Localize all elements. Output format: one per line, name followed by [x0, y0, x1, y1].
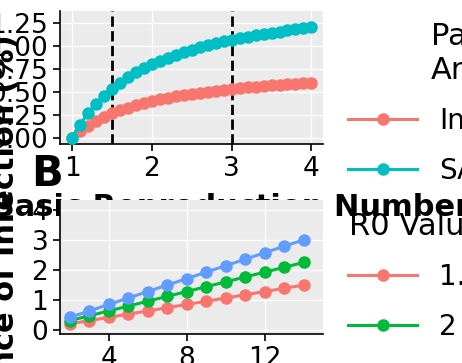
2: [145, 299, 151, 303]
2: [282, 265, 287, 269]
3: [262, 250, 267, 255]
X-axis label: R0 - Basic Reproduction Number: R0 - Basic Reproduction Number: [0, 193, 462, 222]
2: [243, 275, 248, 279]
1.5: [67, 322, 73, 326]
3: [301, 237, 307, 242]
3: [67, 315, 73, 319]
2: [301, 260, 307, 265]
1.5: [106, 315, 112, 319]
1.5: [184, 302, 189, 307]
1.5: [86, 318, 92, 323]
Y-axis label: Prevalence of Infection (%): Prevalence of Infection (%): [0, 34, 20, 363]
1.5: [301, 283, 307, 287]
2: [67, 318, 73, 323]
Text: B: B: [31, 153, 63, 195]
1.5: [164, 306, 170, 310]
3: [106, 302, 112, 307]
2: [204, 285, 209, 289]
1.5: [126, 312, 131, 316]
3: [126, 296, 131, 300]
3: [145, 289, 151, 294]
2: [164, 294, 170, 298]
2: [86, 314, 92, 318]
2: [126, 304, 131, 308]
1.5: [282, 286, 287, 290]
1.5: [145, 309, 151, 313]
3: [223, 264, 229, 268]
3: [282, 244, 287, 248]
1.5: [243, 293, 248, 297]
Legend: 1.5, 2, 3: 1.5, 2, 3: [348, 212, 462, 363]
1.5: [204, 299, 209, 303]
3: [204, 270, 209, 274]
Line: 3: 3: [64, 234, 310, 323]
Line: 1.5: 1.5: [64, 280, 310, 329]
2: [184, 289, 189, 294]
3: [243, 257, 248, 261]
Line: 2: 2: [64, 257, 310, 326]
2: [223, 280, 229, 284]
1.5: [262, 289, 267, 294]
2: [106, 309, 112, 313]
2: [262, 270, 267, 274]
Legend: Influenza-Like, SARS-CoV-2-Like: Influenza-Like, SARS-CoV-2-Like: [348, 22, 462, 185]
3: [86, 309, 92, 313]
3: [184, 276, 189, 281]
1.5: [223, 296, 229, 300]
3: [164, 283, 170, 287]
Text: A: A: [31, 0, 63, 5]
